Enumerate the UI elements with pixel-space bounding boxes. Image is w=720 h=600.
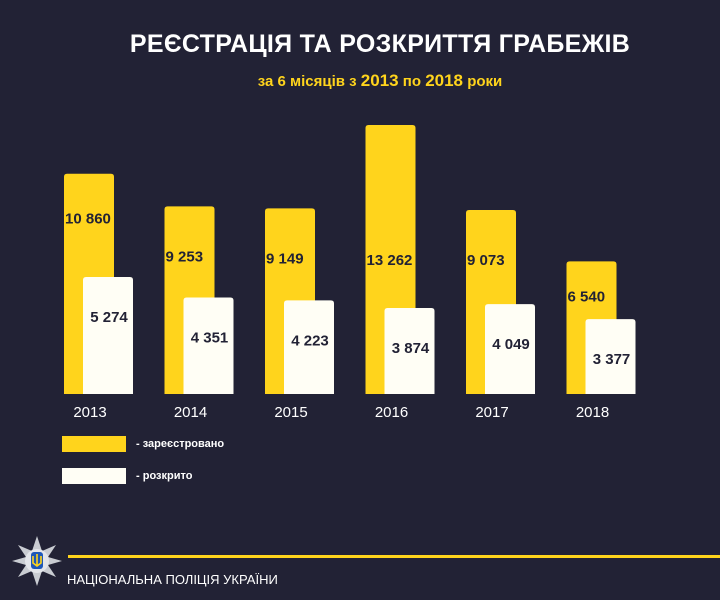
x-tick-label: 2016 [375,404,408,421]
bar-solved [384,308,435,394]
data-label-solved: 4 351 [191,329,229,346]
data-label-solved: 4 223 [291,332,329,349]
data-label-solved: 3 377 [593,351,631,368]
chart-title: РЕЄСТРАЦІЯ ТА РОЗКРИТТЯ ГРАБЕЖІВ [129,30,631,58]
subtitle-middle: по [402,73,422,90]
legend-item-solved: - розкрито [62,468,192,484]
subtitle-from: 2013 [360,71,399,90]
data-label-registered: 9 149 [266,250,304,267]
bar-chart: 10 860 5 274 2013 9 253 4 351 2014 9 149 4 223 2… [64,125,636,421]
subtitle-prefix: за 6 місяців з [257,73,357,90]
data-label-registered: 10 860 [65,211,111,228]
subtitle-to: 2018 [425,71,464,90]
data-label-solved: 5 274 [90,309,128,326]
legend-swatch-registered [62,436,126,452]
data-label-solved: 4 049 [492,336,530,353]
police-emblem-icon [12,536,62,586]
footer-divider [68,555,720,558]
legend-swatch-solved [62,468,126,484]
data-label-registered: 6 540 [568,288,606,305]
x-tick-label: 2017 [475,404,508,421]
chart-subtitle: за 6 місяців з 2013 по 2018 роки [0,71,720,91]
data-label-registered: 13 262 [367,252,413,269]
data-label-registered: 9 253 [166,248,204,265]
legend-item-registered: - зареєстровано [62,436,224,452]
bar-solved [585,319,636,394]
x-tick-label: 2014 [174,404,207,421]
legend-label-solved: - розкрито [136,470,193,482]
data-label-registered: 9 073 [467,252,505,269]
bar-solved [83,277,133,394]
x-tick-label: 2013 [73,404,106,421]
legend-label-registered: - зареєстровано [136,438,225,450]
x-tick-label: 2015 [274,404,307,421]
data-label-solved: 3 874 [392,340,430,357]
footer-organization: НАЦІОНАЛЬНА ПОЛІЦІЯ УКРАЇНИ [67,572,278,587]
bar-solved [284,300,334,394]
subtitle-suffix: роки [467,73,503,90]
x-tick-label: 2018 [576,404,609,421]
bar-solved [485,304,535,394]
bar-solved [183,297,234,394]
